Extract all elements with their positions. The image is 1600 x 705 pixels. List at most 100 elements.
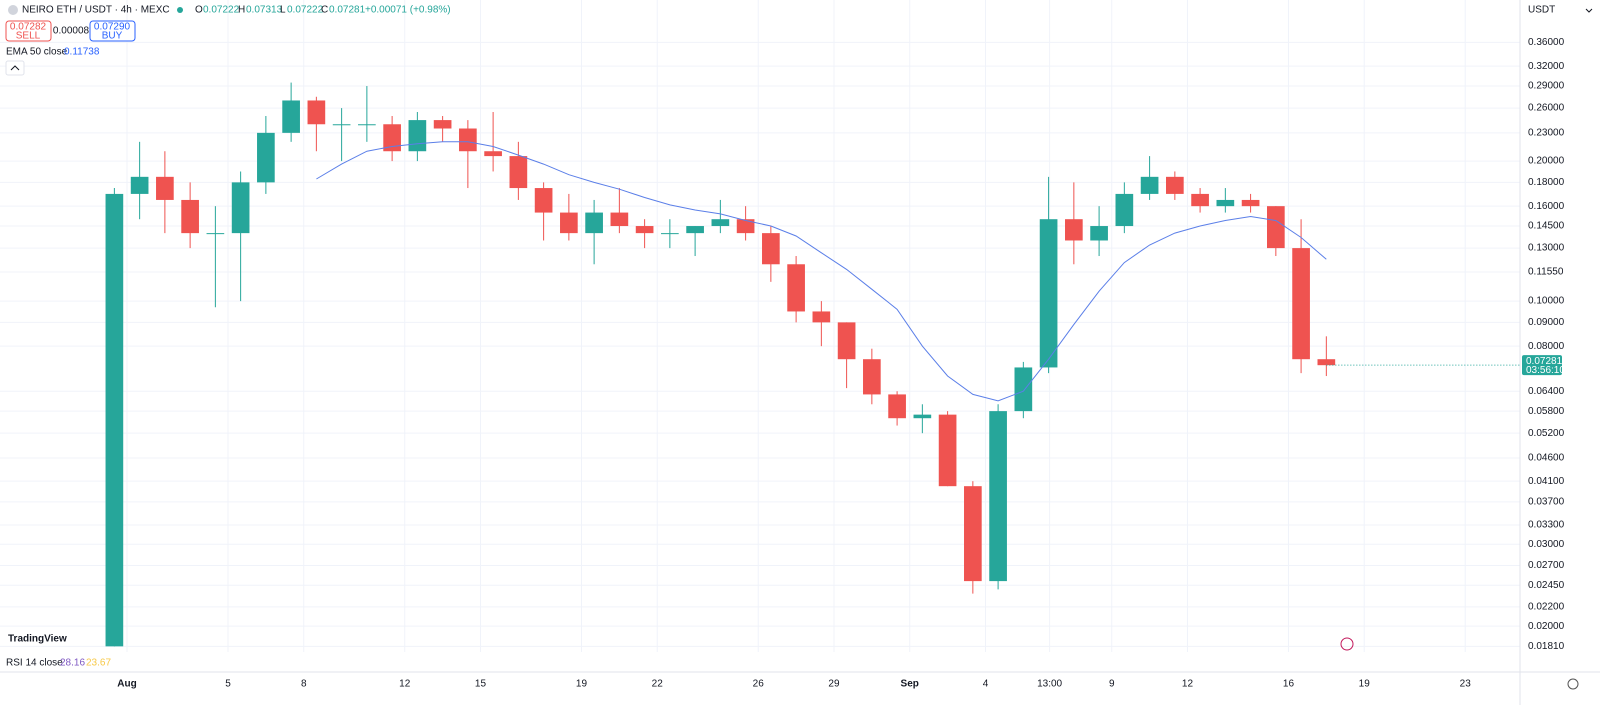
candle-body bbox=[585, 212, 603, 234]
candle-body bbox=[736, 219, 755, 234]
sell-price: 0.07282 bbox=[10, 22, 47, 33]
y-tick-label: 0.02700 bbox=[1528, 560, 1565, 571]
candle-body bbox=[711, 219, 730, 227]
ohlc-change: +0.00071 (+0.98%) bbox=[365, 5, 451, 16]
candle-body bbox=[635, 226, 654, 234]
y-tick-label: 0.08000 bbox=[1528, 341, 1565, 352]
grid bbox=[0, 0, 1520, 652]
y-tick-label: 0.16000 bbox=[1528, 201, 1565, 212]
sell-button[interactable] bbox=[5, 20, 52, 42]
candle-body bbox=[1115, 193, 1134, 227]
y-tick-label: 0.04100 bbox=[1528, 476, 1565, 487]
candle-body bbox=[1166, 176, 1184, 194]
candle-body bbox=[282, 100, 300, 133]
candle-body bbox=[206, 233, 225, 235]
buy-price: 0.07290 bbox=[94, 22, 131, 33]
candle-body bbox=[231, 182, 250, 234]
currency[interactable]: USDT bbox=[1528, 5, 1555, 16]
candle-body bbox=[257, 132, 275, 183]
ohlc-h: 0.07313 bbox=[246, 5, 283, 16]
y-tick-label: 0.01810 bbox=[1528, 641, 1565, 652]
x-tick-label: 15 bbox=[475, 679, 487, 690]
y-tick-label: 0.26000 bbox=[1528, 103, 1565, 114]
x-tick-label: 8 bbox=[301, 679, 307, 690]
x-tick-label: 29 bbox=[828, 679, 840, 690]
candle-body bbox=[534, 188, 553, 213]
alert-icon[interactable] bbox=[1340, 637, 1354, 651]
ema-line bbox=[316, 141, 1327, 402]
candle-body bbox=[888, 394, 906, 419]
candle-body bbox=[1317, 359, 1336, 366]
buy-label: BUY bbox=[102, 31, 123, 42]
candle-body bbox=[560, 212, 578, 234]
ohlc-o-label: O bbox=[195, 5, 203, 16]
y-tick-label: 0.03700 bbox=[1528, 497, 1565, 508]
candle-body bbox=[938, 414, 957, 487]
candle-body bbox=[509, 156, 528, 189]
x-tick-label: 19 bbox=[1359, 679, 1371, 690]
candle-body bbox=[913, 414, 932, 419]
ohlc-c-label: C bbox=[321, 5, 328, 16]
buy-button[interactable] bbox=[89, 20, 136, 42]
plot bbox=[105, 82, 1520, 647]
countdown: 03:56:10 bbox=[1526, 365, 1565, 376]
candle-body bbox=[181, 199, 199, 234]
ohlc-l-label: L bbox=[280, 5, 286, 16]
settings-icon[interactable] bbox=[1567, 678, 1579, 690]
y-tick-label: 0.02450 bbox=[1528, 580, 1565, 591]
candle-body bbox=[964, 486, 982, 582]
x-tick-label: 12 bbox=[1182, 679, 1194, 690]
candle-body bbox=[661, 233, 679, 235]
rsi-name: RSI 14 close bbox=[6, 658, 63, 669]
y-tick-label: 0.11550 bbox=[1528, 267, 1564, 278]
y-tick-label: 0.20000 bbox=[1528, 156, 1565, 167]
spread: 0.00008 bbox=[53, 26, 90, 37]
candle-body bbox=[130, 176, 149, 194]
candle-body bbox=[863, 359, 881, 395]
tradingview-logo: TradingView bbox=[8, 634, 67, 645]
sell-label: SELL bbox=[16, 31, 41, 42]
x-tick-label: 5 bbox=[225, 679, 231, 690]
candle-body bbox=[610, 212, 629, 227]
candle-body bbox=[1292, 248, 1310, 360]
candle-body bbox=[787, 264, 805, 312]
x-tick-label: 13:00 bbox=[1037, 679, 1062, 690]
y-tick-label: 0.02200 bbox=[1528, 602, 1565, 613]
y-tick-label: 0.05800 bbox=[1528, 406, 1565, 417]
ohlc-o: 0.07222 bbox=[203, 5, 240, 16]
x-tick-label: 4 bbox=[983, 679, 989, 690]
candle-body bbox=[1140, 176, 1159, 194]
rsi-value: 28.16 bbox=[60, 658, 85, 669]
symbol: NEIRO ETH / USDT · 4h · MEXC bbox=[22, 5, 170, 16]
candle-body bbox=[1216, 199, 1235, 207]
candle-body bbox=[1191, 193, 1209, 207]
collapse-button[interactable] bbox=[5, 60, 25, 76]
candle-body bbox=[989, 411, 1007, 582]
y-tick-label: 0.09000 bbox=[1528, 317, 1565, 328]
candle-body bbox=[383, 124, 401, 152]
collapse-icon bbox=[10, 65, 20, 71]
candle-body bbox=[812, 311, 831, 323]
y-tick-label: 0.04600 bbox=[1528, 453, 1565, 464]
candle-body bbox=[332, 124, 351, 126]
candle-body bbox=[484, 151, 502, 157]
y-tick-label: 0.06400 bbox=[1528, 386, 1565, 397]
x-tick-label: 22 bbox=[652, 679, 664, 690]
candle-body bbox=[762, 233, 780, 265]
y-tick-label: 0.03300 bbox=[1528, 520, 1565, 531]
candle-body bbox=[686, 226, 704, 234]
ema-value: 0.11738 bbox=[64, 47, 100, 58]
candle-body bbox=[358, 124, 376, 126]
ohlc-c: 0.07281 bbox=[329, 5, 366, 16]
candle-body bbox=[1241, 199, 1260, 207]
candle-body bbox=[156, 176, 174, 200]
y-tick-label: 0.23000 bbox=[1528, 127, 1565, 138]
y-tick-label: 0.10000 bbox=[1528, 296, 1565, 307]
x-tick-label: Aug bbox=[117, 679, 136, 690]
last-price-tag bbox=[1522, 355, 1562, 376]
candle-body bbox=[837, 322, 856, 360]
y-tick-label: 0.13000 bbox=[1528, 243, 1565, 254]
candle-body bbox=[307, 100, 326, 125]
